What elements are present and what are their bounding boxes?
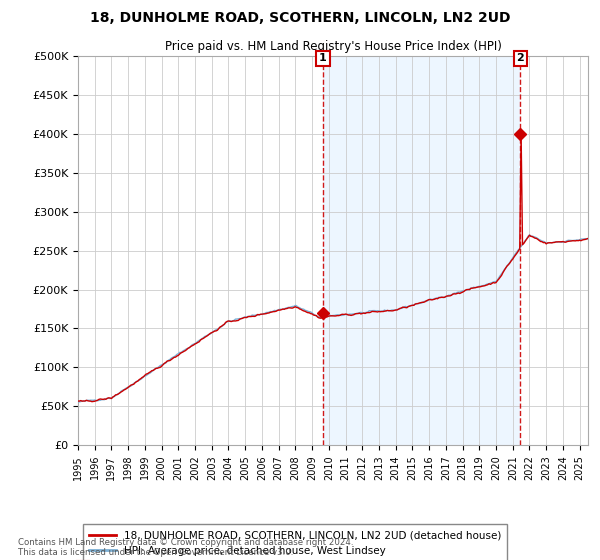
Text: 18, DUNHOLME ROAD, SCOTHERN, LINCOLN, LN2 2UD: 18, DUNHOLME ROAD, SCOTHERN, LINCOLN, LN… [90, 11, 510, 25]
Text: Contains HM Land Registry data © Crown copyright and database right 2024.
This d: Contains HM Land Registry data © Crown c… [18, 538, 353, 557]
Text: 1: 1 [319, 53, 327, 63]
Bar [323, 56, 520, 445]
Text: 2: 2 [517, 53, 524, 63]
Legend: 18, DUNHOLME ROAD, SCOTHERN, LINCOLN, LN2 2UD (detached house), HPI: Average pri: 18, DUNHOLME ROAD, SCOTHERN, LINCOLN, LN… [83, 524, 508, 560]
Title: Price paid vs. HM Land Registry's House Price Index (HPI): Price paid vs. HM Land Registry's House … [164, 40, 502, 53]
